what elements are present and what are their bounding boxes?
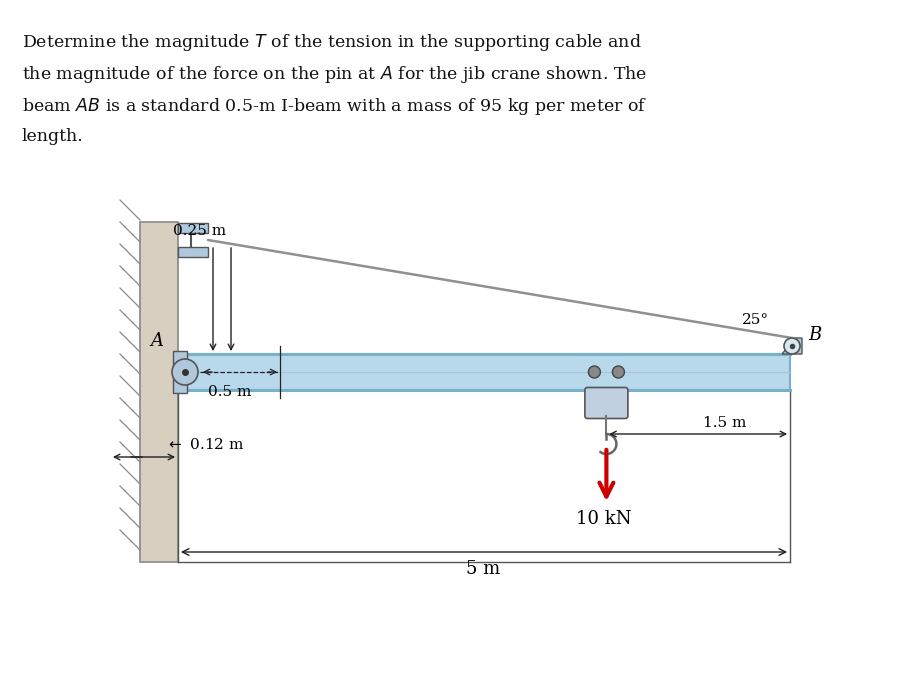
Circle shape <box>613 366 624 378</box>
FancyBboxPatch shape <box>584 388 628 419</box>
Bar <box>178 247 208 257</box>
Text: 0.25 m: 0.25 m <box>173 224 226 238</box>
Text: 25°: 25° <box>742 313 769 327</box>
Text: $\leftarrow$ 0.12 m: $\leftarrow$ 0.12 m <box>166 437 245 452</box>
Text: 1.5 m: 1.5 m <box>704 416 746 430</box>
Circle shape <box>588 366 601 378</box>
Bar <box>178 354 790 390</box>
Bar <box>140 222 178 562</box>
Text: length.: length. <box>22 128 84 145</box>
Text: the magnitude of the force on the pin at $A$ for the jib crane shown. The: the magnitude of the force on the pin at… <box>22 64 647 85</box>
Text: 10 kN: 10 kN <box>576 510 632 528</box>
Bar <box>173 376 187 393</box>
Text: B: B <box>808 326 821 344</box>
Bar <box>173 351 187 368</box>
Circle shape <box>784 338 800 354</box>
Text: beam $AB$ is a standard 0.5-m I-beam with a mass of 95 kg per meter of: beam $AB$ is a standard 0.5-m I-beam wit… <box>22 96 647 117</box>
Text: 5 m: 5 m <box>466 560 500 578</box>
Text: A: A <box>150 332 163 350</box>
Bar <box>178 223 208 233</box>
Polygon shape <box>782 338 802 354</box>
Text: Determine the magnitude $T$ of the tension in the supporting cable and: Determine the magnitude $T$ of the tensi… <box>22 32 642 53</box>
Text: 0.5 m: 0.5 m <box>208 385 252 399</box>
Circle shape <box>172 359 198 385</box>
